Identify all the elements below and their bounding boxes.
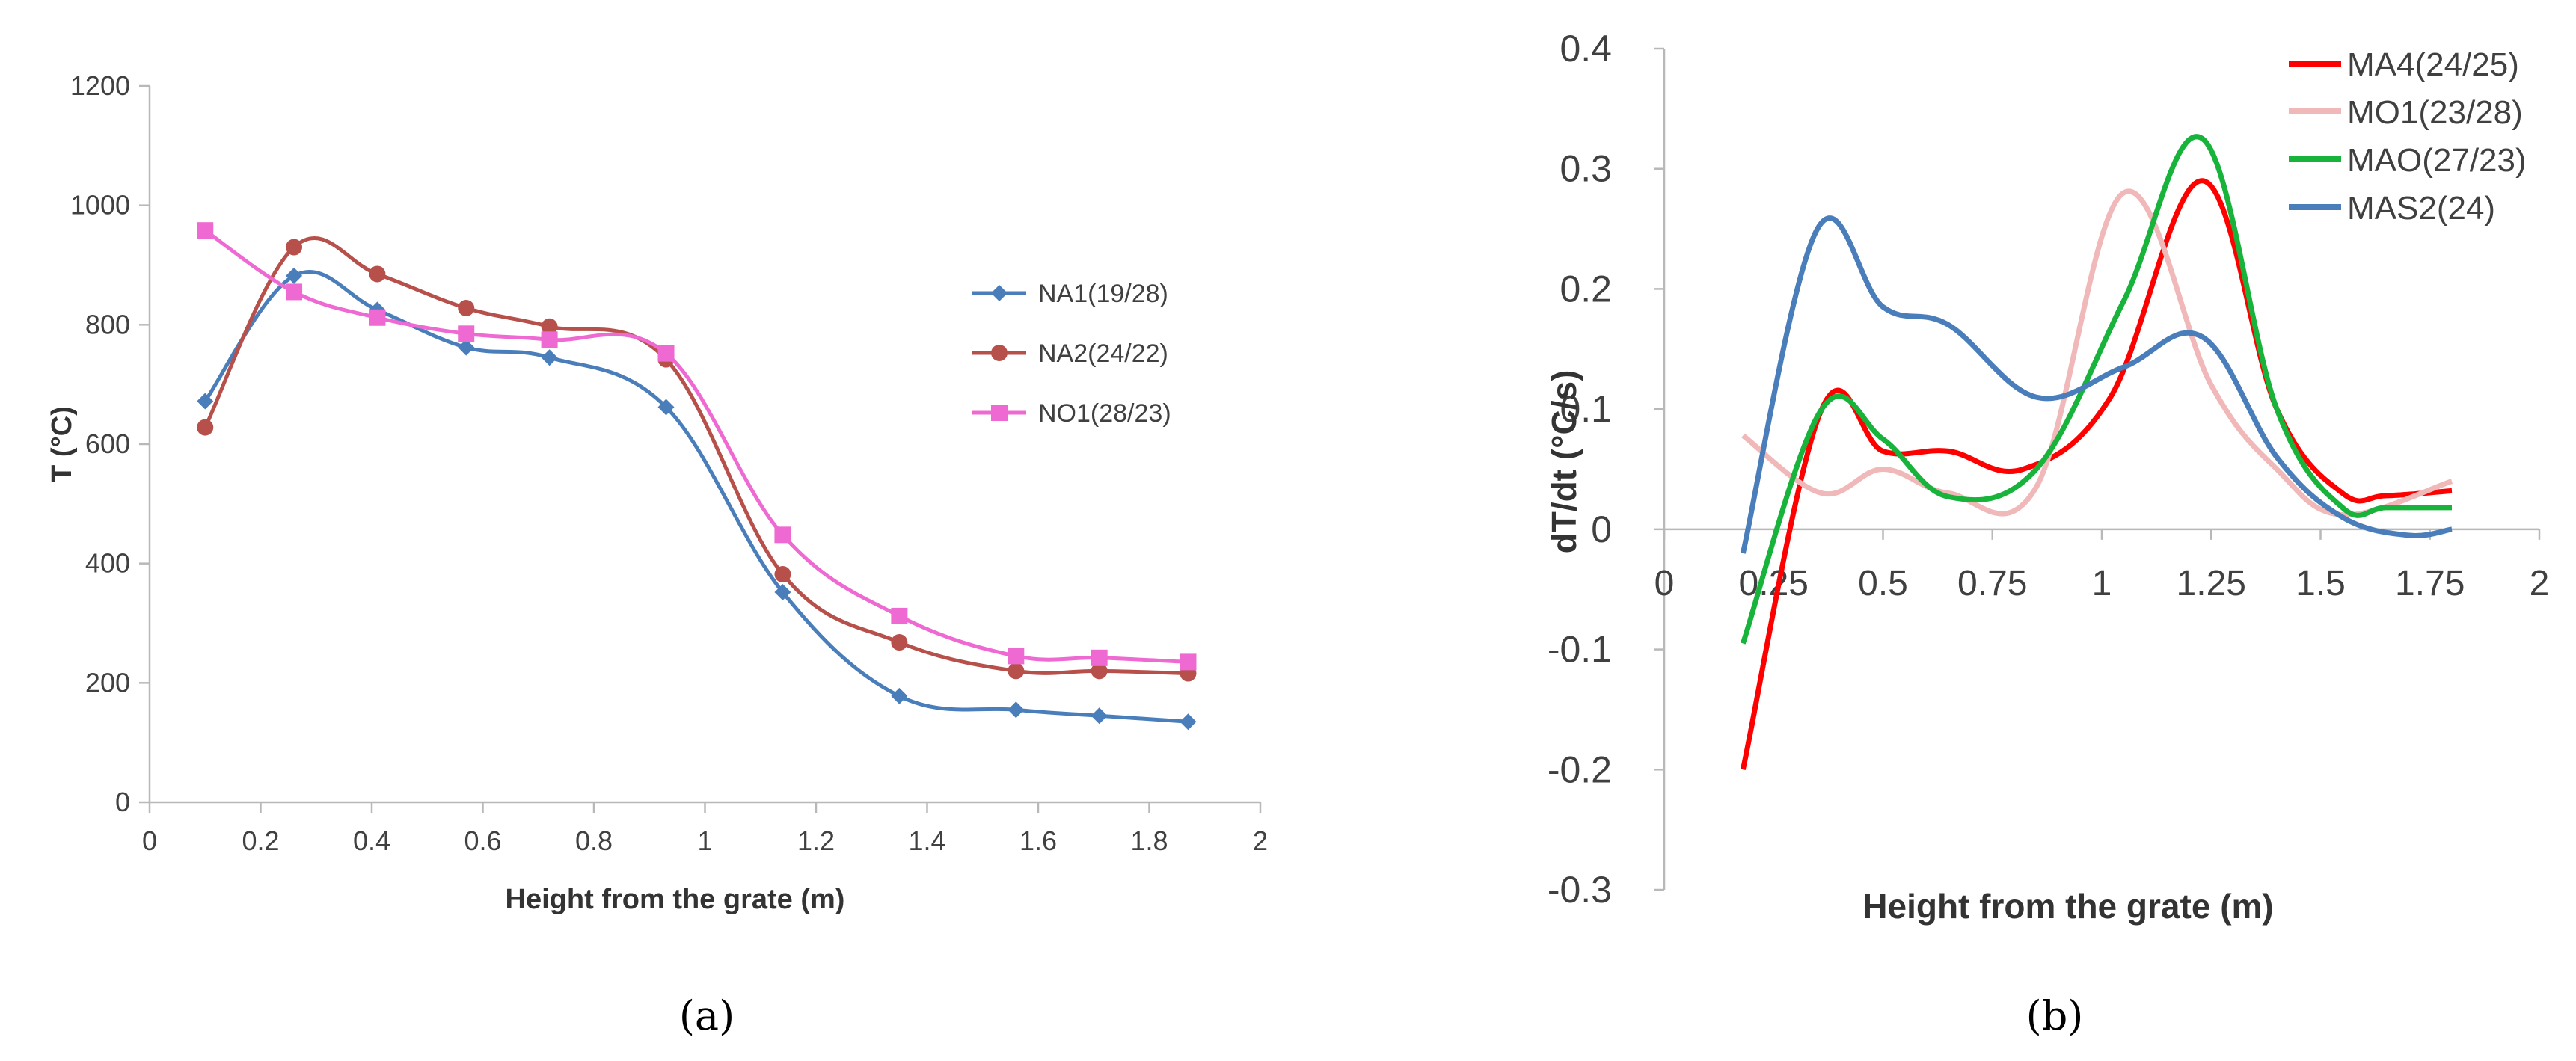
chart-b-y-tick-label: -0.1 [1548,629,1612,671]
chart-a-y-tick-label: 200 [85,667,130,698]
chart-a-x-tick-label: 0.8 [575,825,613,856]
chart-a-data-point [369,309,386,326]
chart-a-legend-entry: NA1(19/28) [972,280,1168,308]
chart-a-y-tick-label: 0 [115,787,130,817]
chart-a-data-point [1008,701,1025,719]
chart-a-data-point [458,339,475,356]
chart-a-data-point [1180,653,1197,671]
chart-b-y-tick-label: 0.4 [1560,28,1612,70]
chart-a-y-tick-label: 1000 [70,190,130,221]
chart-b-x-tick-label: 0.5 [1858,564,1908,603]
chart-b-series-line-2 [1740,134,2452,645]
chart-a-data-point [774,583,791,600]
chart-b-heating-rate: -0.3 -0.2 -0.1 0 0.1 0.2 0.3 0.4 0 0.25 0.5 0.75 1 1.… [1545,28,2549,1039]
chart-a-data-point [197,419,214,436]
chart-a-legend-marker [991,285,1008,301]
chart-a-legend-label: NO1(28/23) [1038,399,1171,428]
chart-a-y-tick-label: 400 [85,548,130,579]
chart-a-legend-marker [991,405,1008,421]
chart-b-legend-label: MAS2(24) [2347,190,2495,227]
chart-a-data-point [369,265,386,283]
chart-a-legend-label: NA1(19/28) [1038,280,1168,308]
chart-b-legend-label: MO1(23/28) [2347,94,2523,131]
chart-b-x-axis-label: Height from the grate (m) [1862,887,2273,926]
chart-a-legend-entry: NO1(28/23) [972,399,1171,428]
chart-b-legend-entry: MA4(24/25) [2289,46,2519,83]
chart-b-y-tick-label: 0.1 [1560,388,1612,430]
chart-a-data-point [891,607,908,624]
chart-b-x-tick-label: 1.75 [2395,564,2465,603]
chart-a-data-point [891,687,908,704]
chart-a-data-point [1008,648,1025,665]
chart-a-legend-entry: NA2(24/22) [972,339,1168,368]
chart-a-x-tick-label: 2 [1253,825,1268,856]
chart-a-x-tick-label: 1.4 [908,825,945,856]
chart-a-data-point [458,299,475,316]
chart-b-x-tick-label: 0.25 [1739,564,1809,603]
chart-a-x-tick-label: 0.4 [353,825,390,856]
chart-a-x-tick-label: 1.8 [1130,825,1168,856]
chart-a-y-tick-label: 600 [85,428,130,459]
chart-a-data-point [657,399,675,416]
chart-b-y-tick-label: -0.3 [1548,869,1612,911]
chart-a-data-point [774,526,791,544]
chart-a-x-tick-label: 1.2 [797,825,835,856]
chart-a-data-point [1091,649,1108,666]
chart-a-data-point [774,566,791,583]
chart-b-x-tick-label: 1 [2092,564,2112,603]
chart-a-temperature: 0 200 400 600 800 1000 1200 0 0.2 0.4 0.6 0.8 1 1.2 1.… [46,70,1268,1039]
chart-a-data-point [197,222,214,239]
chart-a-x-tick-label: 0.6 [464,825,501,856]
chart-b-series-line-1 [1741,188,2453,518]
chart-a-data-point [1091,662,1108,680]
chart-a-y-axis-label: T (°C) [46,406,78,482]
chart-b-legend-entry: MAS2(24) [2289,190,2495,227]
chart-a-data-point [657,345,675,362]
chart-a-data-point [1091,707,1108,725]
chart-a-x-tick-label: 0.2 [242,825,279,856]
chart-b-legend-label: MAO(27/23) [2347,142,2527,179]
chart-b-y-tick-label: 0.2 [1560,268,1612,310]
chart-a-data-point [541,349,558,366]
chart-a-caption: (a) [679,992,735,1039]
chart-b-y-tick-label: 0 [1591,508,1612,550]
chart-b-x-tick-label: 0 [1655,564,1675,603]
chart-b-y-tick-label: -0.2 [1548,748,1612,790]
chart-a-data-point [286,283,303,301]
chart-b-x-tick-label: 1.5 [2296,564,2346,603]
chart-a-data-point [286,239,303,256]
chart-b-x-tick-label: 1.25 [2177,564,2246,603]
chart-a-data-point [286,267,303,284]
chart-a-y-tick-label: 1200 [70,70,130,101]
chart-b-legend-entry: MO1(23/28) [2289,94,2523,131]
chart-a-data-point [197,393,214,410]
chart-b-y-axis-label: dT/dt (°C/s) [1545,370,1583,554]
chart-a-x-tick-label: 1 [697,825,712,856]
chart-a-data-point [1008,662,1025,680]
chart-b-x-tick-label: 0.75 [1957,564,2027,603]
chart-a-legend-label: NA2(24/22) [1038,339,1168,368]
chart-a-series-2 [197,222,1197,671]
chart-a-x-tick-label: 1.6 [1019,825,1057,856]
chart-b-series-line-3 [1740,215,2453,554]
chart-b-legend-entry: MAO(27/23) [2289,142,2527,179]
chart-b-y-tick-label: 0.3 [1560,148,1612,190]
chart-a-x-axis-label: Height from the grate (m) [506,884,845,915]
chart-a-x-tick-label: 0 [142,825,157,856]
chart-a-data-point [891,634,908,651]
chart-b-caption: (b) [2026,992,2084,1039]
chart-a-data-point [541,331,558,348]
chart-b-legend-label: MA4(24/25) [2347,46,2519,83]
chart-a-data-point [541,318,558,335]
chart-a-data-point [1180,713,1197,731]
chart-a-y-tick-label: 800 [85,309,130,339]
chart-a-legend-marker [991,345,1008,361]
chart-b-x-tick-label: 2 [2530,564,2550,603]
chart-a-data-point [458,325,475,342]
